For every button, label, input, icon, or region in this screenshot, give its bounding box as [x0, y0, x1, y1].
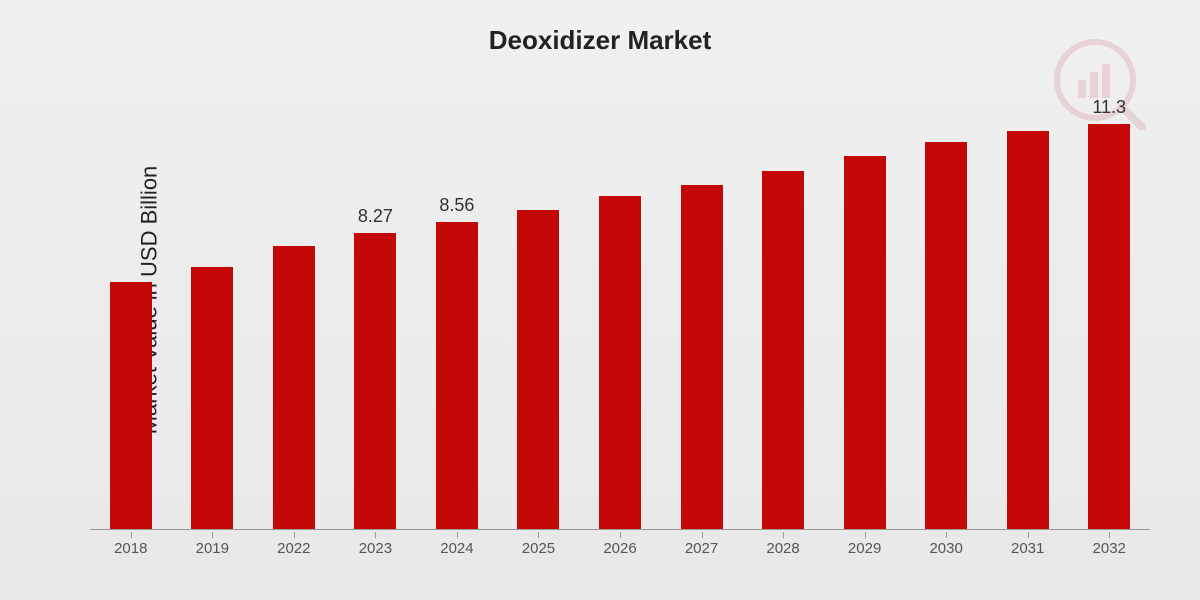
- bar-slot: 11.3: [1068, 100, 1150, 529]
- bar-slot: [824, 100, 906, 529]
- x-tick: [620, 532, 621, 538]
- x-axis-label: 2018: [114, 540, 147, 557]
- x-axis-label: 2024: [440, 540, 473, 557]
- bar-slot: [579, 100, 661, 529]
- bar: [599, 196, 641, 529]
- bar: 8.27: [354, 233, 396, 529]
- bar: [273, 246, 315, 529]
- bar-slot: [905, 100, 987, 529]
- x-axis-label: 2019: [196, 540, 229, 557]
- x-tick: [946, 532, 947, 538]
- x-axis-label: 2027: [685, 540, 718, 557]
- x-axis-label: 2026: [603, 540, 636, 557]
- bar: [762, 171, 804, 529]
- bar: [844, 156, 886, 529]
- bar-value-label: 8.56: [439, 195, 474, 216]
- bar-slot: [987, 100, 1069, 529]
- x-tick: [375, 532, 376, 538]
- x-axis-label: 2022: [277, 540, 310, 557]
- x-tick: [783, 532, 784, 538]
- x-tick: [212, 532, 213, 538]
- x-axis-label: 2031: [1011, 540, 1044, 557]
- bar: 11.3: [1088, 124, 1130, 529]
- x-tick: [702, 532, 703, 538]
- x-tick: [131, 532, 132, 538]
- x-axis-label: 2029: [848, 540, 881, 557]
- x-axis-label: 2030: [929, 540, 962, 557]
- bar-slot: [661, 100, 743, 529]
- bar-slot: [253, 100, 335, 529]
- bar-slot: 8.27: [335, 100, 417, 529]
- x-axis-label: 2025: [522, 540, 555, 557]
- x-axis-label: 2023: [359, 540, 392, 557]
- bar: [925, 142, 967, 529]
- x-tick: [1109, 532, 1110, 538]
- x-tick: [457, 532, 458, 538]
- bar: 8.56: [436, 222, 478, 529]
- bar-slot: [172, 100, 254, 529]
- bar-value-label: 11.3: [1092, 97, 1126, 118]
- bar-slot: [90, 100, 172, 529]
- x-tick: [1028, 532, 1029, 538]
- bar-value-label: 8.27: [358, 206, 393, 227]
- x-tick: [538, 532, 539, 538]
- x-tick: [294, 532, 295, 538]
- x-tick: [865, 532, 866, 538]
- bar: [191, 267, 233, 529]
- bar-slot: [742, 100, 824, 529]
- bar: [1007, 131, 1049, 529]
- chart-area: 8.278.5611.3 201820192022202320242025202…: [80, 100, 1160, 530]
- chart-title: Deoxidizer Market: [0, 25, 1200, 56]
- plot-region: 8.27 8.56 11.3: [90, 100, 1150, 530]
- bar: [110, 282, 152, 529]
- bar: [517, 210, 559, 529]
- bar-slot: 8.56: [416, 100, 498, 529]
- x-axis-label: 2028: [766, 540, 799, 557]
- x-axis-label: 2032: [1093, 540, 1126, 557]
- bar: [681, 185, 723, 529]
- bar-slot: [498, 100, 580, 529]
